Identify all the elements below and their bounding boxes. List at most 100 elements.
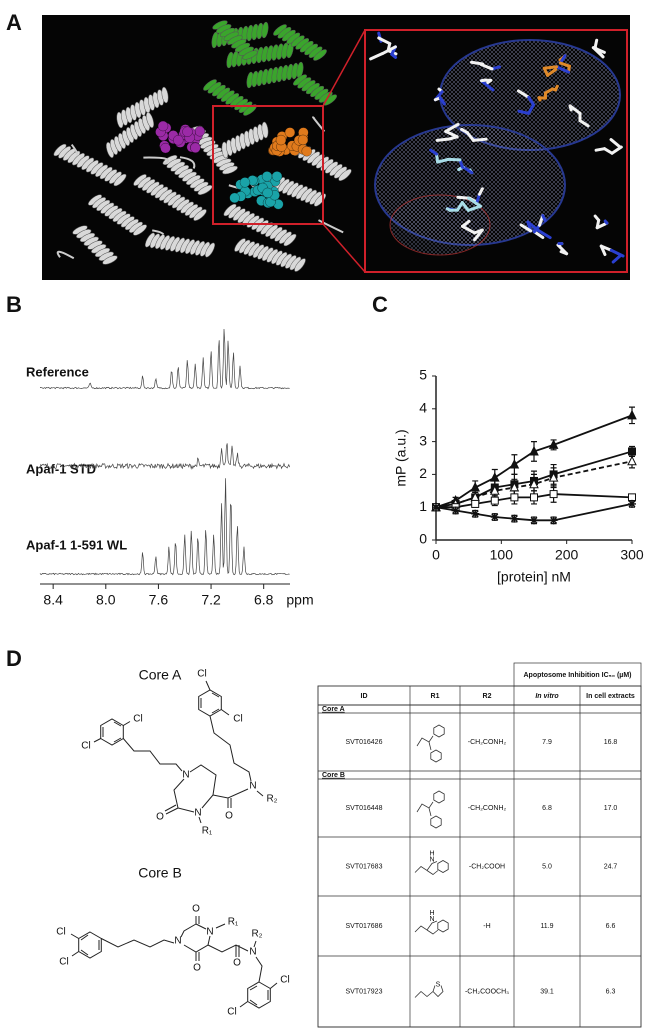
atom-label: N xyxy=(249,947,256,958)
bond xyxy=(414,985,444,998)
y-axis-label: mP (a.u.) xyxy=(393,429,409,486)
helix-turn xyxy=(222,165,238,175)
atom-label: Cl xyxy=(133,714,142,725)
y-tick-label: 2 xyxy=(419,465,427,481)
protein-render xyxy=(53,20,352,272)
column-header: In cell extracts xyxy=(586,693,635,700)
loop xyxy=(179,156,196,169)
core-a-bonds xyxy=(93,680,264,824)
y-tick-label: 0 xyxy=(419,531,427,547)
atom-label: Cl xyxy=(233,714,242,725)
x-tick-label: 300 xyxy=(620,547,644,563)
stick xyxy=(436,157,450,164)
loop xyxy=(56,250,75,260)
table-cell: 11.9 xyxy=(540,923,553,930)
marker xyxy=(509,458,520,469)
core-b-bonds xyxy=(70,916,278,1009)
ring xyxy=(437,919,449,933)
helix-turn xyxy=(338,169,352,181)
table-cell: 39.1 xyxy=(540,988,554,995)
stick xyxy=(593,45,605,59)
table-cell: 16.8 xyxy=(604,739,618,746)
r1-atom: H xyxy=(429,910,434,917)
bond xyxy=(198,788,264,824)
bond xyxy=(414,920,439,935)
marker xyxy=(490,513,499,522)
atom-label: Cl xyxy=(81,741,90,752)
inset-render xyxy=(369,31,625,264)
bond xyxy=(93,721,183,772)
spectrum xyxy=(39,443,290,470)
stick xyxy=(469,60,485,66)
loop xyxy=(152,229,165,235)
ring xyxy=(430,749,442,763)
zoom-line xyxy=(322,223,366,273)
table-cell: 24.7 xyxy=(604,863,618,870)
atom-label: R₂ xyxy=(251,929,262,940)
atom-label: R₂ xyxy=(266,794,277,805)
atom-label: O xyxy=(156,812,164,823)
stick xyxy=(460,219,471,228)
atom-label: Cl xyxy=(56,927,65,938)
atom-label: N xyxy=(249,781,256,792)
zoom-line xyxy=(322,29,366,107)
atom-sphere xyxy=(190,142,201,153)
r1-drawing xyxy=(416,790,445,829)
y-tick-label: 5 xyxy=(419,367,427,383)
bond xyxy=(416,735,434,751)
marker xyxy=(549,516,558,525)
atom-sphere xyxy=(301,146,312,157)
column-header: R2 xyxy=(483,693,492,700)
ring xyxy=(100,718,124,746)
stick xyxy=(599,244,613,252)
bond xyxy=(416,801,434,817)
r1-atom: S xyxy=(436,981,441,988)
stick xyxy=(517,109,531,115)
stick xyxy=(467,196,483,208)
section-label: Core A xyxy=(322,706,345,713)
stick xyxy=(377,36,392,46)
atom-label: N xyxy=(206,927,213,938)
atom-sphere xyxy=(261,171,273,182)
helix-turn xyxy=(205,242,215,258)
table-cell: SVT017683 xyxy=(346,863,383,870)
table: Apoptosome Inhibition IC₅₀ (µM) ID R1 R2 In … xyxy=(317,662,642,1028)
table-frame xyxy=(317,685,642,1028)
group-header: Apoptosome Inhibition IC₅₀ (µM) xyxy=(524,672,632,679)
atom-sphere xyxy=(194,126,205,137)
y-tick-label: 4 xyxy=(419,400,427,416)
stick xyxy=(429,148,439,156)
marker xyxy=(529,478,539,489)
helix-turn xyxy=(313,49,327,61)
table-cell: SVT016448 xyxy=(346,805,383,812)
stick xyxy=(593,38,599,49)
loop xyxy=(318,219,344,234)
marker xyxy=(529,445,539,456)
spectrum xyxy=(39,478,290,576)
loop xyxy=(70,143,79,155)
ring xyxy=(433,790,445,804)
atom-sphere xyxy=(157,120,169,132)
stick xyxy=(461,165,474,175)
marker xyxy=(628,493,636,502)
x-tick-label: 200 xyxy=(555,547,579,563)
ring xyxy=(239,981,278,1009)
ring xyxy=(430,815,442,829)
structure-title: Core B xyxy=(138,865,182,881)
ring-bond xyxy=(180,916,226,961)
spectrum-label: Apaf-1 1-591 WL xyxy=(26,537,127,552)
ring xyxy=(433,724,445,738)
helix-turn xyxy=(193,209,207,221)
marker xyxy=(627,409,637,420)
atom-label: O xyxy=(193,963,201,974)
atom-label: N xyxy=(174,936,181,947)
marker xyxy=(628,447,636,456)
table-cell: 6.8 xyxy=(542,805,552,812)
atom-label: Cl xyxy=(197,669,206,680)
stick xyxy=(479,79,495,92)
section-label: Core B xyxy=(322,772,345,779)
panel-label: A xyxy=(6,10,22,35)
spectrum xyxy=(39,328,290,390)
marker xyxy=(490,496,499,505)
